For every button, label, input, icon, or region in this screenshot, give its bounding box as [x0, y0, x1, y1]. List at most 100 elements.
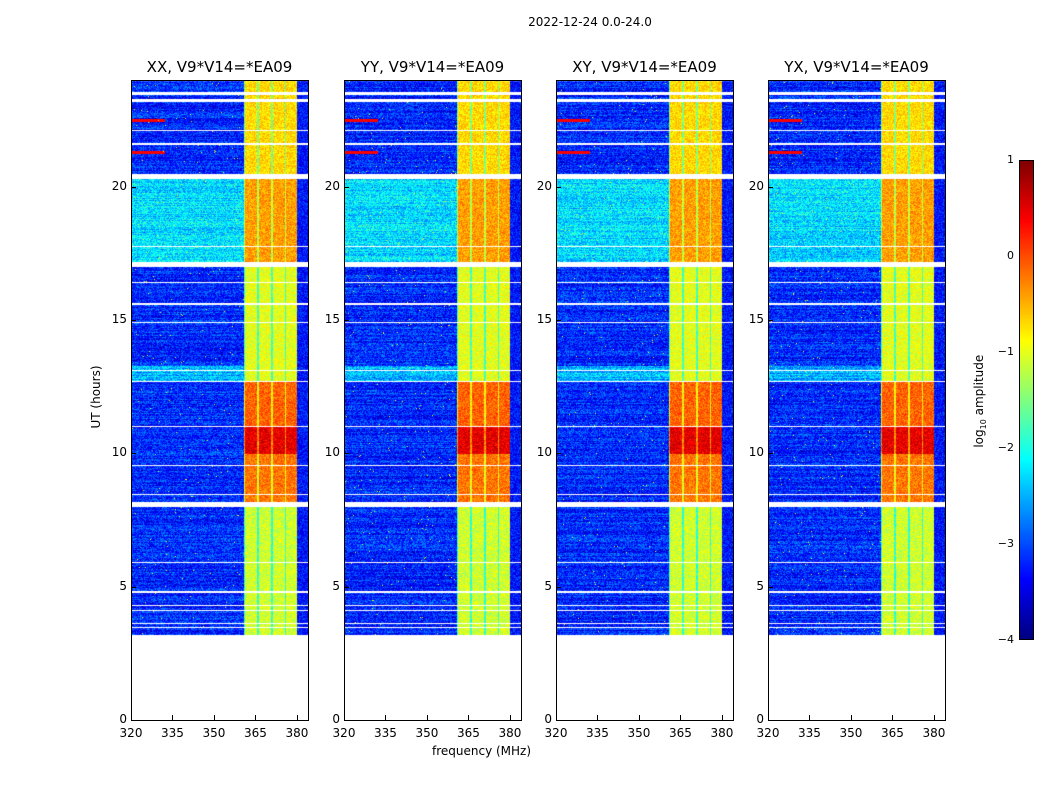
y-tick-mark — [556, 720, 561, 721]
y-tick-mark — [344, 320, 349, 321]
panel-xy: XY, V9*V14=*EA09 320 335 350 365 380 0 5 10 15 20 — [537, 58, 734, 740]
y-tick-label: 20 — [536, 178, 552, 193]
x-tick-mark — [892, 715, 894, 720]
colorbar-tick-label: 1 — [1007, 153, 1014, 166]
y-tick-mark — [768, 586, 773, 588]
x-tick-label: 350 — [202, 726, 226, 740]
axes-frame — [556, 80, 734, 721]
y-tick-label: 15 — [111, 312, 127, 326]
x-tick-label: 380 — [285, 726, 309, 740]
x-tick-mark — [255, 715, 257, 720]
y-tick-mark — [556, 186, 561, 188]
x-axis-label: frequency (MHz) — [432, 744, 532, 758]
y-tick-label: 5 — [544, 578, 552, 593]
colorbar-tick-label: −4 — [997, 633, 1014, 646]
x-tick-label: 365 — [669, 726, 692, 740]
x-tick-label: 335 — [374, 726, 397, 740]
y-tick-label: 20 — [748, 178, 764, 193]
x-tick-label: 365 — [457, 726, 480, 740]
y-tick-mark — [131, 453, 136, 455]
y-tick-mark — [131, 586, 136, 588]
y-tick-mark — [768, 453, 773, 455]
x-tick-mark — [296, 715, 298, 720]
x-tick-label: 365 — [881, 726, 904, 740]
x-tick-label: 320 — [119, 726, 143, 740]
x-tick-mark — [556, 715, 557, 720]
x-tick-mark — [385, 715, 387, 720]
x-tick-label: 365 — [244, 726, 267, 740]
y-tick-label: 5 — [756, 578, 764, 593]
figure-title: 2022-12-24 0.0-24.0 — [528, 15, 652, 29]
x-tick-mark — [172, 715, 174, 720]
y-tick-mark — [344, 186, 349, 188]
y-tick-label: 0 — [332, 712, 340, 726]
y-tick-label: 0 — [119, 712, 127, 726]
panel-title: YY, V9*V14=*EA09 — [360, 58, 505, 76]
y-tick-label: 10 — [111, 445, 127, 460]
x-tick-mark — [721, 715, 723, 720]
y-tick-label: 15 — [536, 312, 552, 326]
colorbar-label: log10 amplitude — [971, 354, 989, 448]
x-tick-label: 335 — [161, 726, 184, 740]
x-tick-mark — [213, 715, 215, 720]
panel-title: XY, V9*V14=*EA09 — [572, 58, 717, 76]
y-tick-label: 0 — [756, 712, 764, 726]
x-tick-label: 320 — [332, 726, 356, 740]
y-tick-label: 10 — [324, 445, 340, 460]
x-tick-mark — [680, 715, 682, 720]
y-tick-mark — [556, 320, 561, 321]
x-tick-label: 350 — [415, 726, 439, 740]
x-tick-mark — [933, 715, 935, 720]
y-tick-mark — [768, 720, 773, 721]
heatmap — [556, 80, 733, 720]
panel-yy: YY, V9*V14=*EA09 320 335 350 365 380 0 5 10 15 20 — [325, 58, 522, 740]
x-tick-mark — [344, 715, 345, 720]
y-tick-mark — [344, 586, 349, 588]
x-tick-mark — [638, 715, 640, 720]
y-tick-label: 20 — [324, 178, 340, 193]
y-tick-label: 5 — [119, 578, 127, 593]
axes-frame — [344, 80, 522, 721]
x-tick-label: 335 — [798, 726, 821, 740]
y-tick-mark — [131, 186, 136, 188]
x-tick-mark — [468, 715, 470, 720]
x-tick-label: 350 — [839, 726, 863, 740]
y-tick-label: 20 — [111, 178, 127, 193]
x-tick-label: 350 — [627, 726, 651, 740]
y-tick-label: 15 — [748, 312, 764, 326]
panel-title: XX, V9*V14=*EA09 — [146, 58, 293, 76]
x-tick-mark — [768, 715, 769, 720]
panel-title: YX, V9*V14=*EA09 — [784, 58, 929, 76]
panel-xx: XX, V9*V14=*EA09 320 335 350 365 380 0 5 10 15 20 — [112, 58, 309, 740]
x-tick-label: 320 — [756, 726, 780, 740]
y-tick-label: 10 — [748, 445, 764, 460]
y-tick-label: 0 — [544, 712, 552, 726]
x-tick-mark — [131, 715, 132, 720]
y-tick-mark — [768, 186, 773, 188]
colorbar-tick-label: −1 — [997, 345, 1014, 358]
colorbar — [1019, 160, 1034, 640]
x-tick-mark — [809, 715, 811, 720]
heatmap — [768, 80, 945, 720]
colorbar-tick-label: −2 — [997, 441, 1014, 454]
y-axis-label: UT (hours) — [89, 365, 103, 429]
x-tick-label: 380 — [498, 726, 522, 740]
axes-frame — [131, 80, 309, 721]
y-tick-mark — [768, 320, 773, 321]
axes-frame — [768, 80, 946, 721]
x-tick-label: 380 — [922, 726, 946, 740]
panel-yx: YX, V9*V14=*EA09 320 335 350 365 380 0 5 10 15 20 — [749, 58, 946, 740]
colorbar-tick-label: −3 — [997, 537, 1014, 550]
y-tick-label: 10 — [536, 445, 552, 460]
y-tick-mark — [556, 453, 561, 455]
x-tick-label: 380 — [710, 726, 734, 740]
x-tick-mark — [426, 715, 428, 720]
x-tick-label: 335 — [586, 726, 609, 740]
colorbar-tick-label: 0 — [1007, 249, 1014, 262]
x-tick-mark — [597, 715, 599, 720]
y-tick-mark — [344, 453, 349, 455]
y-tick-mark — [131, 720, 136, 721]
heatmap — [131, 80, 308, 720]
x-tick-mark — [509, 715, 511, 720]
